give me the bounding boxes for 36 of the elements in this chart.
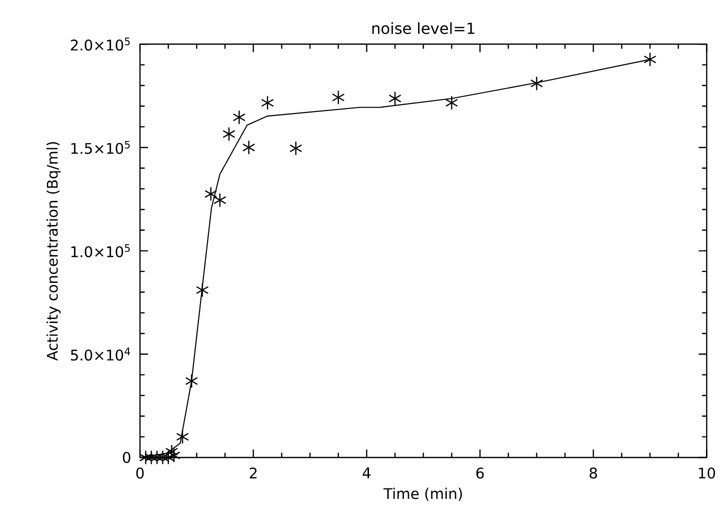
point <box>156 450 170 465</box>
point <box>185 374 198 388</box>
point <box>242 140 256 155</box>
x-tick-label: 6 <box>476 468 484 479</box>
point <box>162 450 175 465</box>
x-tick-label: 8 <box>590 468 597 479</box>
point <box>289 141 302 156</box>
y-axis-title: Activity concentration (Bq/ml) <box>46 142 61 361</box>
point <box>332 90 345 105</box>
point <box>530 76 544 91</box>
y-tick-label: 2.0×10$^{5}$ <box>70 38 130 51</box>
point <box>144 450 158 465</box>
x-tick-label: 0 <box>136 468 144 479</box>
point <box>261 96 274 110</box>
x-tick-label: 10 <box>698 468 716 479</box>
point <box>168 448 180 463</box>
point <box>222 126 236 142</box>
point <box>176 430 189 444</box>
point <box>150 450 164 465</box>
point <box>388 91 402 106</box>
point <box>165 444 178 459</box>
x-axis-title: Time (min) <box>383 488 462 501</box>
chart-title: noise level=1 <box>372 22 474 34</box>
y-tick-label: 1.5×10$^{5}$ <box>71 140 130 154</box>
y-tick-label: 5.0×10$^{4}$ <box>70 348 130 361</box>
x-tick-label: 4 <box>362 468 371 478</box>
point <box>196 282 209 298</box>
point <box>445 96 458 110</box>
y-tick-label: 1.0×10$^{5}$ <box>71 244 130 258</box>
point <box>232 110 246 125</box>
point <box>214 192 226 208</box>
point <box>204 186 218 202</box>
point <box>644 52 656 67</box>
point <box>139 450 152 465</box>
x-tick-label: 2 <box>250 468 257 478</box>
y-tick-label: 0 <box>122 452 130 464</box>
